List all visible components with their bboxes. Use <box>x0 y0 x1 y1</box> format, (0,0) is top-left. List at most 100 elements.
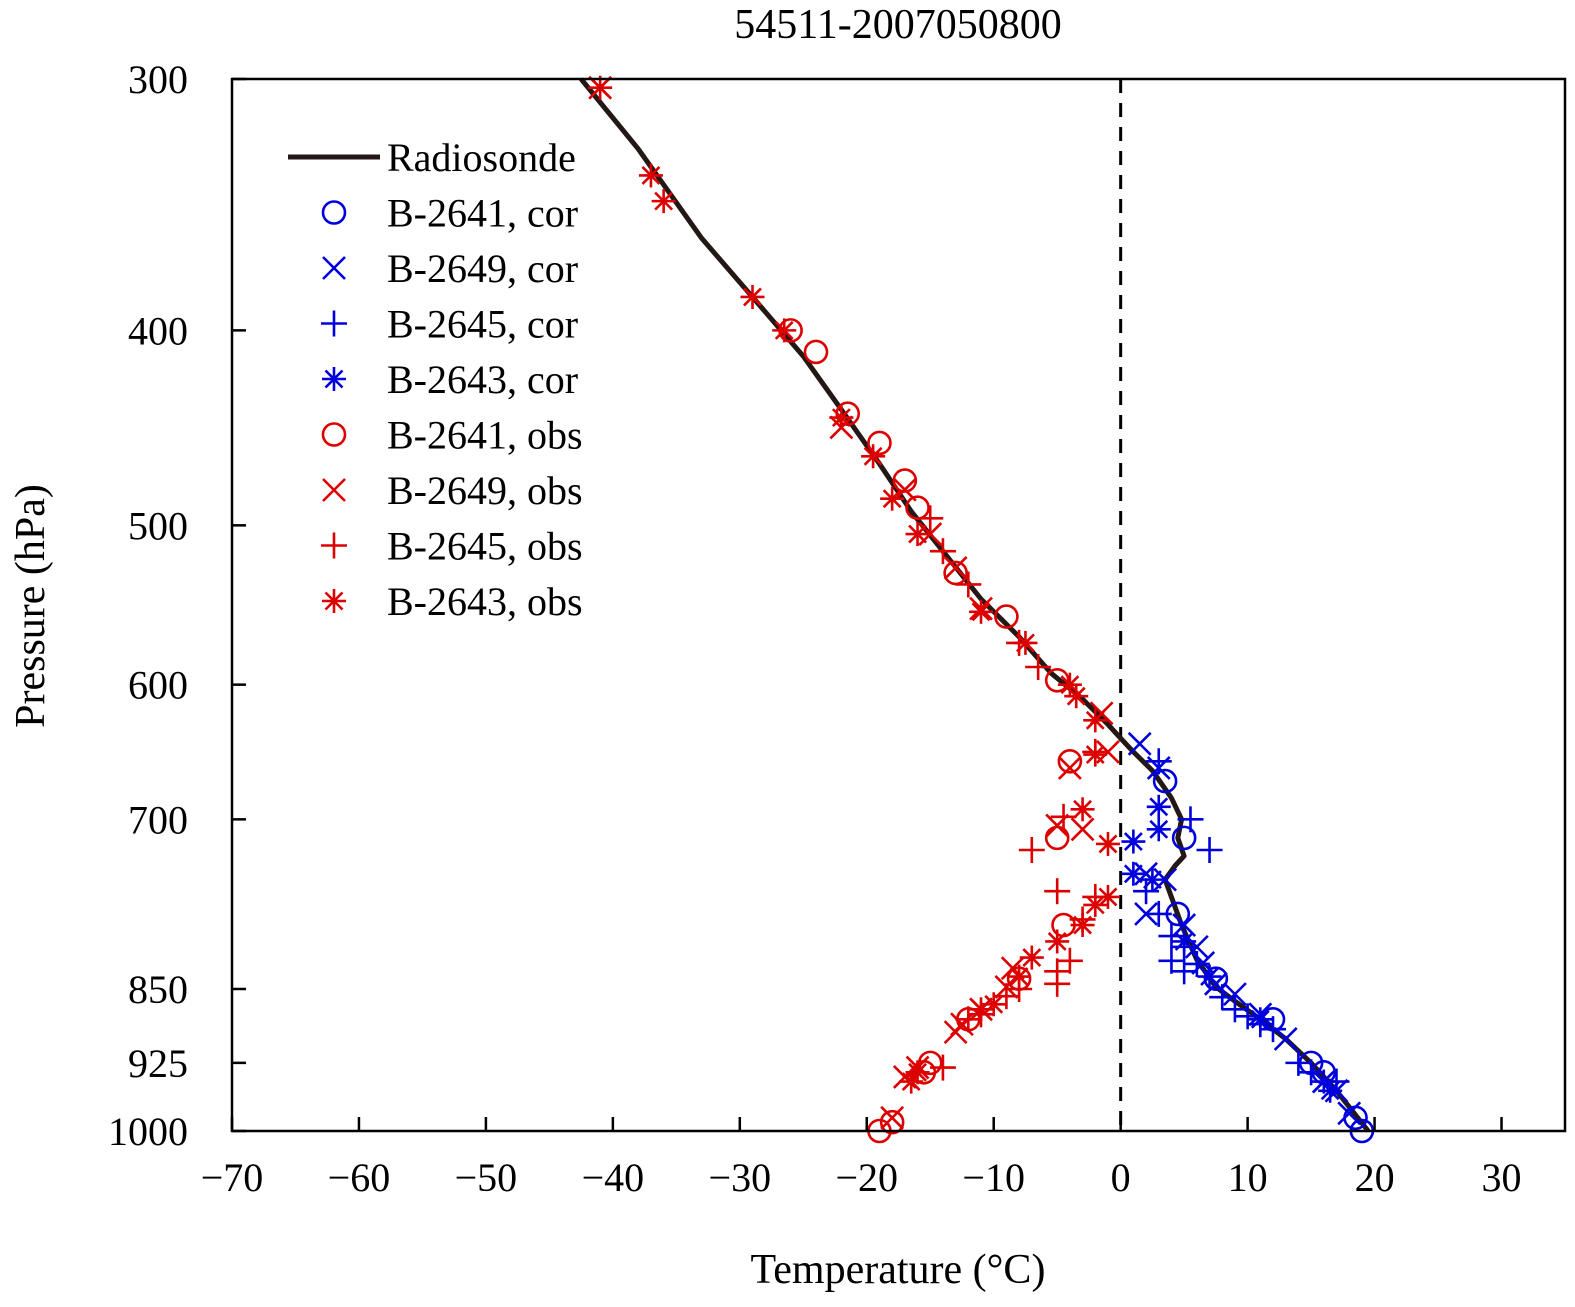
data-point <box>1044 825 1070 851</box>
legend-label: B-2645, obs <box>387 524 583 569</box>
legend-swatch <box>321 532 347 559</box>
legend-entry-b-2645-cor: B-2645, cor <box>321 302 578 347</box>
data-point <box>917 505 944 532</box>
x-tick-label: −30 <box>709 1155 772 1200</box>
data-point <box>1044 878 1071 905</box>
legend-label: B-2649, cor <box>387 246 578 291</box>
legend-label: B-2645, cor <box>387 302 578 347</box>
legend-label: B-2641, cor <box>387 191 578 236</box>
data-point <box>1007 964 1032 989</box>
data-point <box>929 1054 956 1081</box>
data-point <box>1050 803 1077 830</box>
data-point <box>1083 742 1108 767</box>
data-point <box>1171 825 1197 851</box>
data-point <box>1209 984 1236 1011</box>
data-point <box>1057 756 1082 780</box>
data-point <box>772 318 797 343</box>
legend-swatch <box>321 310 347 337</box>
y-tick-label: 850 <box>128 967 188 1012</box>
legend-swatch <box>322 256 346 280</box>
legend-entry-b-2641-cor: B-2641, cor <box>321 191 578 236</box>
data-point <box>1337 1101 1362 1126</box>
data-point <box>1083 708 1108 733</box>
data-point <box>1121 861 1146 886</box>
data-point <box>829 405 854 430</box>
data-point <box>1140 867 1165 892</box>
data-point <box>1083 892 1108 917</box>
data-point <box>1121 829 1146 854</box>
data-point <box>969 599 994 624</box>
x-tick-label: 30 <box>1482 1155 1522 1200</box>
y-tick-label: 1000 <box>108 1109 188 1154</box>
legend-swatch <box>321 200 347 225</box>
data-point <box>1095 884 1120 909</box>
data-point <box>969 997 994 1022</box>
data-point <box>1064 684 1089 709</box>
x-tick-label: 0 <box>1111 1155 1131 1200</box>
data-point <box>651 189 676 214</box>
x-tick-label: −40 <box>582 1155 645 1200</box>
data-point <box>867 430 892 456</box>
data-point <box>1145 900 1172 927</box>
data-point <box>1158 947 1185 974</box>
data-point <box>929 538 956 565</box>
data-point <box>1172 929 1197 954</box>
data-point <box>1152 768 1178 794</box>
legend-label: B-2643, cor <box>387 357 578 402</box>
x-axis-title: Temperature (°C) <box>751 1247 1046 1293</box>
data-point <box>1045 929 1070 954</box>
data-point <box>1260 1016 1287 1043</box>
y-tick-label: 500 <box>128 503 188 548</box>
series-b-2649-obs <box>588 75 1120 1130</box>
y-axis-title: Pressure (hPa) <box>8 484 54 728</box>
chart-title: 54511-2007050800 <box>734 2 1061 48</box>
legend-entry-b-2649-cor: B-2649, cor <box>322 246 578 291</box>
data-point <box>892 477 917 502</box>
data-point <box>1153 867 1178 892</box>
data-point <box>1127 731 1152 756</box>
data-point <box>1044 970 1071 997</box>
y-tick-label: 925 <box>128 1041 188 1086</box>
y-tick-label: 700 <box>128 797 188 842</box>
y-tick-label: 300 <box>128 57 188 102</box>
data-point <box>1056 947 1083 974</box>
plot-area <box>579 75 1375 1144</box>
data-point <box>1318 1078 1343 1103</box>
data-point <box>994 604 1019 629</box>
legend-entry-b-2643-cor: B-2643, cor <box>322 357 578 402</box>
data-point <box>1095 831 1120 856</box>
data-point <box>943 1020 968 1045</box>
legend-entry-b-2649-obs: B-2649, obs <box>322 468 583 513</box>
data-point <box>1146 817 1171 842</box>
legend-label: B-2643, obs <box>387 579 583 624</box>
data-point <box>943 556 968 580</box>
legend-label: B-2649, obs <box>387 468 583 513</box>
data-point <box>1070 797 1095 822</box>
data-point <box>1146 794 1171 819</box>
data-point <box>1070 913 1095 938</box>
data-point <box>1197 964 1222 989</box>
data-point <box>1070 817 1095 842</box>
data-point <box>1018 837 1045 864</box>
series-b-2643-cor <box>1121 794 1343 1103</box>
series-b-2643-obs <box>588 75 1120 1094</box>
data-point <box>1171 958 1198 985</box>
data-point <box>993 983 1020 1010</box>
data-point <box>1221 996 1248 1023</box>
y-tick-label: 400 <box>128 308 188 353</box>
x-tick-label: −70 <box>201 1155 264 1200</box>
data-point <box>638 163 663 188</box>
data-point <box>861 444 886 469</box>
series-b-2641-obs <box>778 318 1083 1144</box>
data-point <box>1133 878 1160 905</box>
legend: Radiosonde B-2641, cor B-2649, cor B-2645, … <box>288 135 583 624</box>
data-point <box>1196 837 1223 864</box>
data-point <box>905 522 930 547</box>
data-point <box>880 486 905 511</box>
data-point <box>918 522 943 546</box>
legend-label: B-2641, obs <box>387 413 583 458</box>
legend-swatch <box>322 589 346 613</box>
data-point <box>1057 748 1083 774</box>
data-point <box>1203 966 1229 991</box>
